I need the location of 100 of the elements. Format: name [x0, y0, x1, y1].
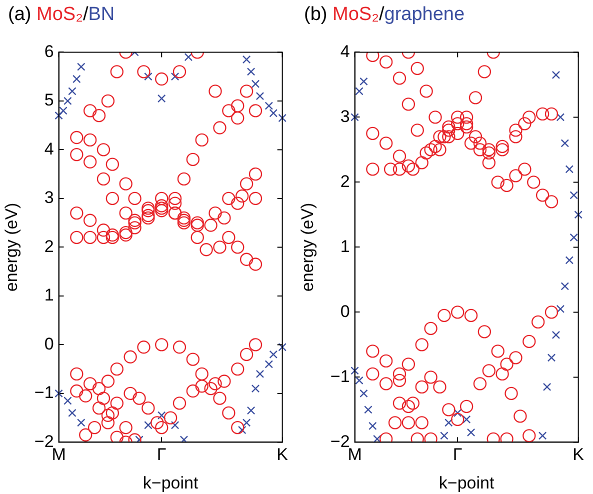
point: [124, 386, 137, 400]
point: [379, 55, 393, 69]
point: [119, 177, 132, 190]
chart-title: (a): [8, 4, 32, 25]
point: [509, 130, 522, 144]
point: [552, 330, 560, 340]
point: [364, 406, 372, 414]
point: [70, 206, 84, 220]
point: [527, 176, 540, 189]
point: [251, 80, 260, 88]
point: [172, 65, 186, 78]
point: [433, 380, 446, 394]
point: [509, 169, 522, 182]
point: [560, 282, 570, 290]
point: [248, 258, 262, 271]
point: [242, 418, 251, 427]
point: [77, 62, 86, 71]
point: [208, 377, 222, 390]
point: [478, 65, 492, 78]
point: [478, 325, 492, 338]
point: [222, 104, 236, 118]
point: [496, 140, 509, 154]
point: [128, 214, 142, 227]
point: [92, 401, 106, 415]
point: [155, 202, 168, 215]
point: [101, 94, 115, 108]
point: [54, 111, 63, 120]
point: [96, 143, 110, 156]
point: [522, 334, 536, 348]
point: [128, 216, 142, 230]
point: [547, 354, 556, 362]
point: [164, 411, 178, 424]
point: [410, 62, 424, 76]
point: [96, 230, 110, 244]
point: [451, 117, 464, 130]
y-tick-label: 0: [44, 334, 54, 354]
point: [128, 221, 142, 234]
y-tick-label: 4: [44, 139, 54, 158]
point: [392, 150, 406, 163]
point: [213, 240, 226, 254]
x-tick-label: Γ: [156, 445, 166, 464]
point: [438, 130, 451, 144]
point: [155, 420, 168, 434]
point: [460, 110, 474, 124]
y-axis-title: energy (eV): [2, 202, 21, 292]
point: [256, 92, 264, 100]
point: [491, 344, 504, 358]
point: [231, 240, 244, 254]
point: [496, 367, 509, 381]
point: [231, 196, 244, 210]
point: [402, 358, 416, 371]
point: [565, 256, 574, 264]
point: [101, 408, 115, 422]
point: [556, 113, 565, 122]
point: [410, 124, 424, 137]
x-tick-label: M: [52, 445, 66, 464]
point: [137, 340, 150, 354]
point: [142, 211, 155, 225]
point: [424, 322, 438, 336]
point: [442, 120, 456, 134]
point: [451, 126, 464, 140]
point: [231, 362, 244, 376]
point: [504, 386, 518, 400]
point: [155, 72, 168, 86]
point: [72, 74, 81, 84]
point: [170, 72, 180, 81]
point: [373, 434, 382, 442]
point: [79, 428, 92, 442]
point: [402, 159, 416, 173]
point: [240, 177, 254, 190]
point: [256, 370, 264, 378]
point: [248, 338, 262, 352]
point: [509, 124, 522, 137]
point: [462, 415, 471, 424]
point: [180, 436, 188, 442]
point: [482, 156, 496, 170]
point: [213, 392, 226, 405]
point: [500, 358, 514, 371]
point: [355, 87, 364, 96]
series-label: MoS₂: [332, 4, 379, 25]
point: [248, 104, 262, 118]
point: [355, 376, 364, 385]
point: [464, 308, 478, 322]
point: [177, 214, 191, 227]
chart-title: (b): [304, 4, 328, 25]
point: [522, 110, 536, 124]
point: [168, 192, 182, 206]
point: [177, 172, 191, 186]
point: [424, 370, 438, 384]
point: [110, 430, 124, 442]
point: [70, 384, 84, 398]
point: [231, 99, 244, 112]
point: [170, 421, 180, 430]
point: [420, 146, 433, 160]
y-tick-label: 0: [340, 302, 350, 321]
point: [415, 416, 428, 430]
point: [451, 412, 464, 426]
point: [536, 107, 550, 121]
point: [246, 406, 256, 415]
point: [208, 84, 222, 98]
